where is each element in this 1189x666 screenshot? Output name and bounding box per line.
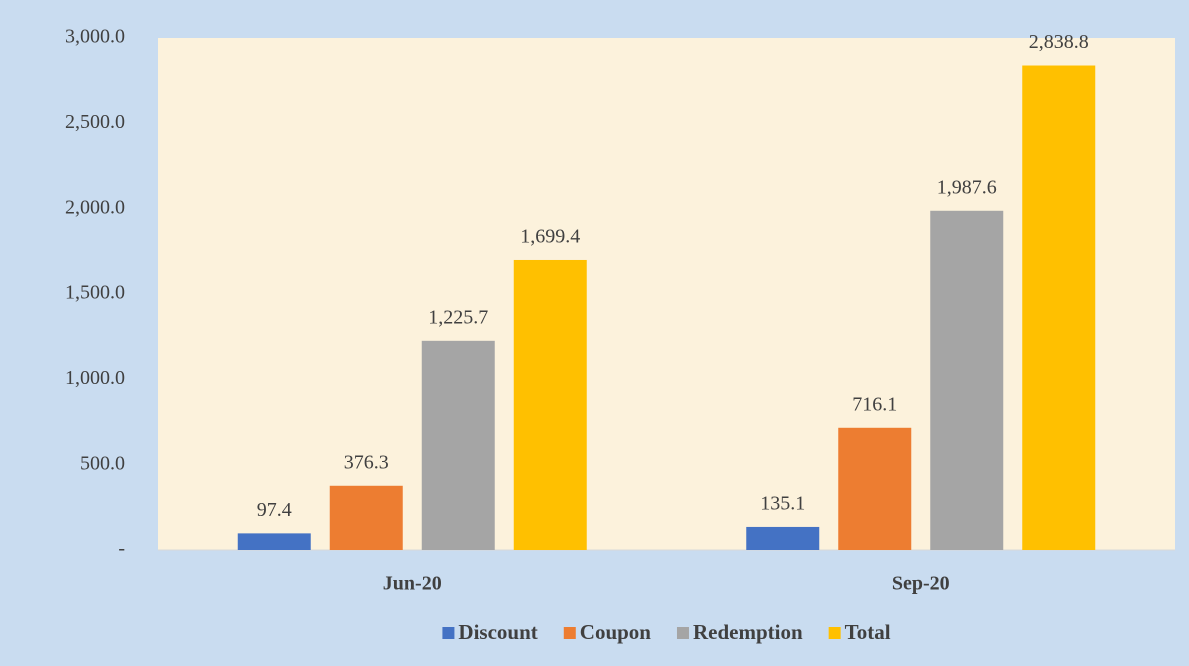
y-tick-label: - <box>118 538 125 560</box>
y-tick-label: 500.0 <box>80 452 125 474</box>
y-tick-label: 3,000.0 <box>65 26 125 48</box>
y-tick-label: 1,000.0 <box>65 367 125 389</box>
value-label: 1,225.7 <box>428 306 488 328</box>
legend-swatch <box>563 627 576 639</box>
y-tick-label: 1,500.0 <box>65 282 125 304</box>
legend-label: Coupon <box>580 620 652 644</box>
bar <box>838 427 912 550</box>
y-tick-label: 2,000.0 <box>65 196 125 218</box>
bar <box>237 533 311 550</box>
value-label: 1,987.6 <box>937 176 997 198</box>
legend-label: Redemption <box>693 620 803 644</box>
bar <box>746 526 820 550</box>
legend-swatch <box>676 627 689 639</box>
bar <box>421 340 495 550</box>
bar <box>513 259 587 550</box>
value-label: 1,699.4 <box>520 226 580 248</box>
value-label: 135.1 <box>760 493 805 515</box>
value-label: 97.4 <box>257 499 292 521</box>
bar <box>329 485 403 550</box>
bar <box>930 210 1004 550</box>
x-tick-label: Sep-20 <box>892 573 950 595</box>
value-label: 2,838.8 <box>1029 31 1089 53</box>
legend-swatch <box>442 627 455 639</box>
legend-label: Total <box>845 620 891 644</box>
x-tick-label: Jun-20 <box>383 573 442 595</box>
y-tick-label: 2,500.0 <box>65 111 125 133</box>
legend-swatch <box>828 627 841 639</box>
value-label: 716.1 <box>852 393 897 415</box>
legend-label: Discount <box>458 620 537 644</box>
plot-area <box>158 38 1175 550</box>
bar <box>1022 65 1096 550</box>
value-label: 376.3 <box>344 451 389 473</box>
